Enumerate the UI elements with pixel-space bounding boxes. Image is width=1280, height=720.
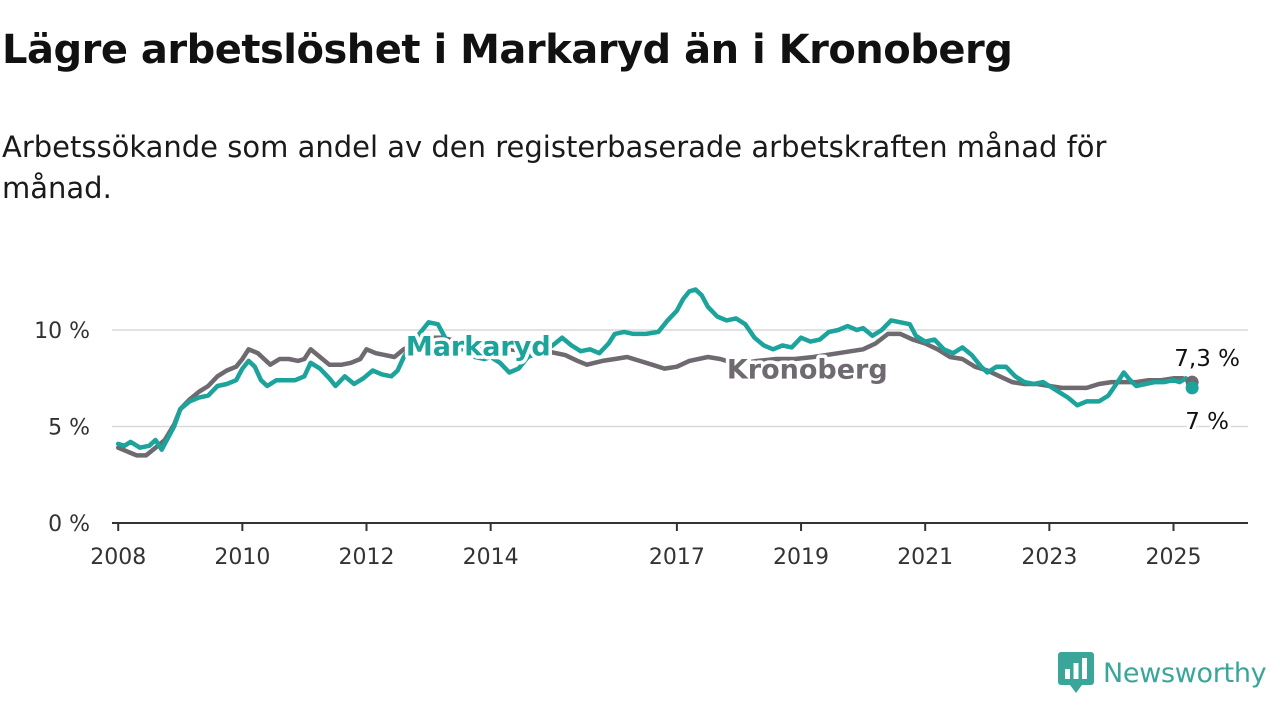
series-labels: Markaryd Kronoberg 7,3 % 7 %	[402, 328, 1243, 438]
end-value-label-markaryd: 7 %	[1185, 409, 1229, 435]
series-line-kronoberg	[115, 331, 1195, 458]
x-tick-label: 2008	[90, 545, 146, 570]
chart-title: Lägre arbetslöshet i Markaryd än i Krono…	[2, 27, 1013, 73]
gridlines	[112, 329, 1248, 428]
series-lines	[115, 287, 1199, 458]
x-tick-label: 2025	[1146, 545, 1202, 570]
series-label-markaryd: Markaryd	[406, 331, 551, 362]
newsworthy-logo-icon	[1058, 652, 1094, 693]
brand-name: Newsworthy	[1103, 657, 1267, 689]
x-tick-label: 2017	[649, 545, 705, 570]
y-tick-label: 10 %	[34, 319, 90, 344]
x-tick-label: 2014	[463, 545, 519, 570]
end-value-label-kronoberg: 7,3 %	[1174, 346, 1240, 372]
x-tick-label: 2023	[1021, 545, 1077, 570]
chart-subtitle: Arbetssökande som andel av den registerb…	[2, 130, 1107, 205]
x-tick-label: 2010	[214, 545, 270, 570]
newsworthy-brand[interactable]: Newsworthy	[1058, 652, 1267, 694]
series-line-markaryd	[115, 287, 1195, 452]
x-tick-label: 2021	[897, 545, 953, 570]
x-tick-label: 2012	[339, 545, 395, 570]
series-label-kronoberg: Kronoberg	[727, 355, 888, 386]
end-point-markaryd	[1185, 381, 1199, 395]
x-tick-label: 2019	[773, 545, 829, 570]
y-tick-label: 5 %	[48, 416, 90, 441]
axes: 0 % 5 % 10 % 2008 2010 2012 2014 2017 2019 2021 20…	[34, 319, 1248, 570]
y-tick-label: 0 %	[48, 512, 90, 537]
